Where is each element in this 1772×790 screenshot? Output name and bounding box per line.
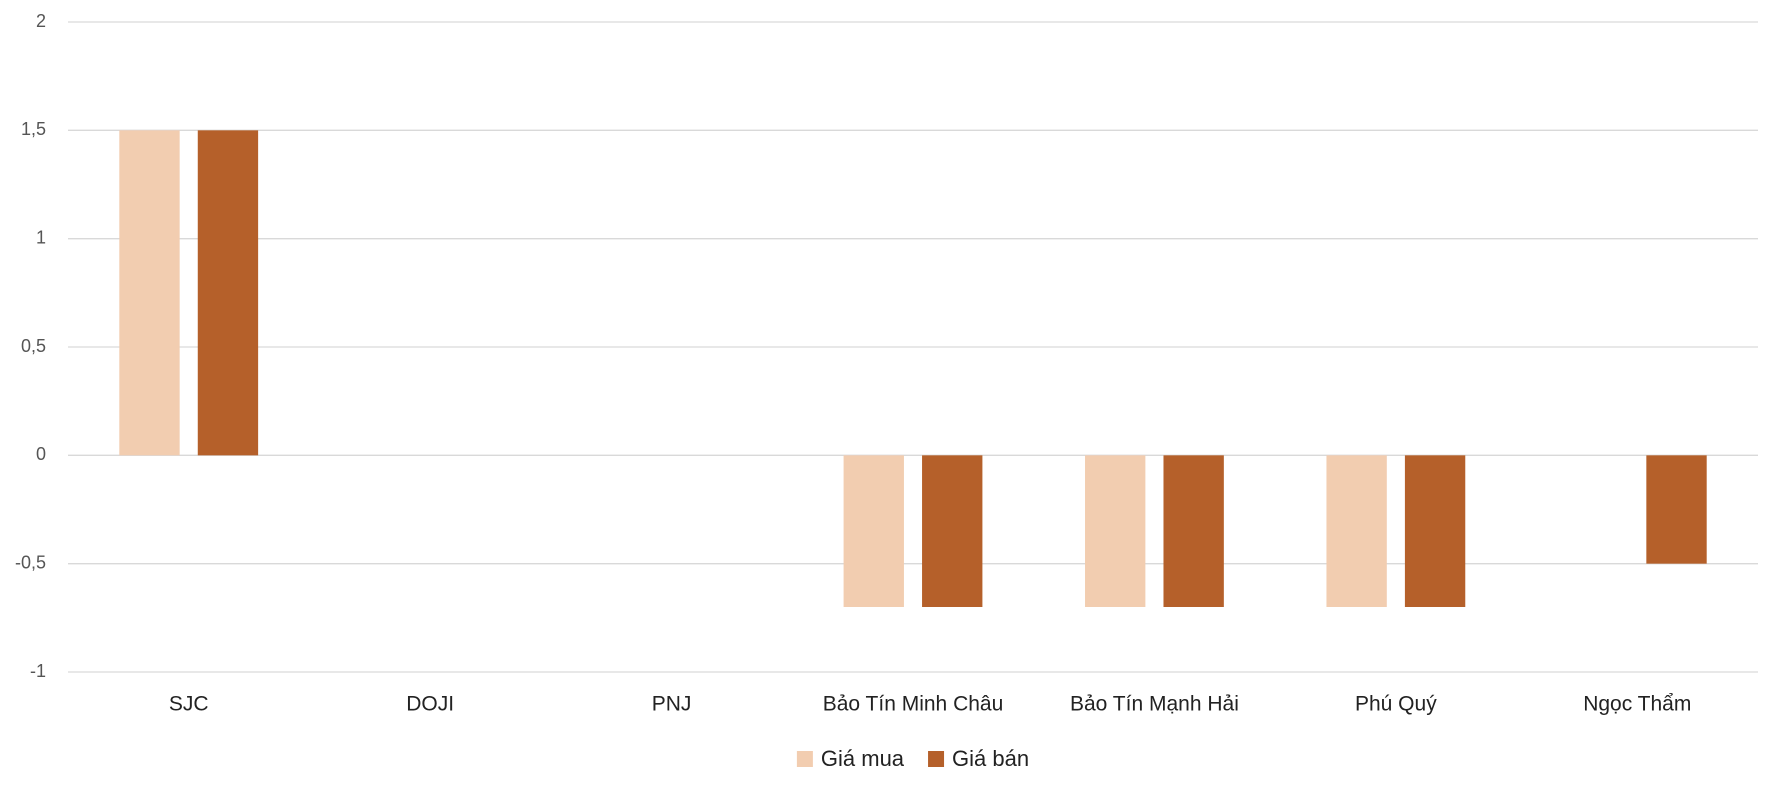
x-tick-label: Phú Quý xyxy=(1355,693,1437,716)
legend-swatch xyxy=(928,751,945,767)
bar xyxy=(1085,455,1146,607)
bar xyxy=(119,130,180,456)
legend-label: Giá mua xyxy=(821,746,905,771)
x-tick-label: Ngọc Thẩm xyxy=(1583,693,1691,716)
bar xyxy=(1326,455,1387,607)
y-tick-label: 1 xyxy=(36,227,46,247)
x-tick-label: DOJI xyxy=(406,693,454,716)
x-tick-label: SJC xyxy=(169,693,209,716)
x-tick-label: Bảo Tín Minh Châu xyxy=(823,693,1004,716)
legend-label: Giá bán xyxy=(952,746,1029,771)
bar xyxy=(1646,455,1707,564)
y-tick-label: 0,5 xyxy=(21,336,46,356)
bar xyxy=(197,130,259,456)
y-tick-label: -0,5 xyxy=(15,552,46,572)
y-tick-label: -1 xyxy=(30,661,46,681)
legend-swatch xyxy=(796,751,813,767)
y-tick-label: 1,5 xyxy=(21,119,46,139)
bar xyxy=(922,455,983,607)
x-tick-label: PNJ xyxy=(652,693,692,716)
bar xyxy=(1163,455,1224,607)
y-tick-label: 0 xyxy=(36,444,46,464)
y-tick-label: 2 xyxy=(36,11,46,31)
x-tick-label: Bảo Tín Mạnh Hải xyxy=(1070,693,1239,716)
bar xyxy=(843,455,904,607)
bar xyxy=(1404,455,1466,607)
